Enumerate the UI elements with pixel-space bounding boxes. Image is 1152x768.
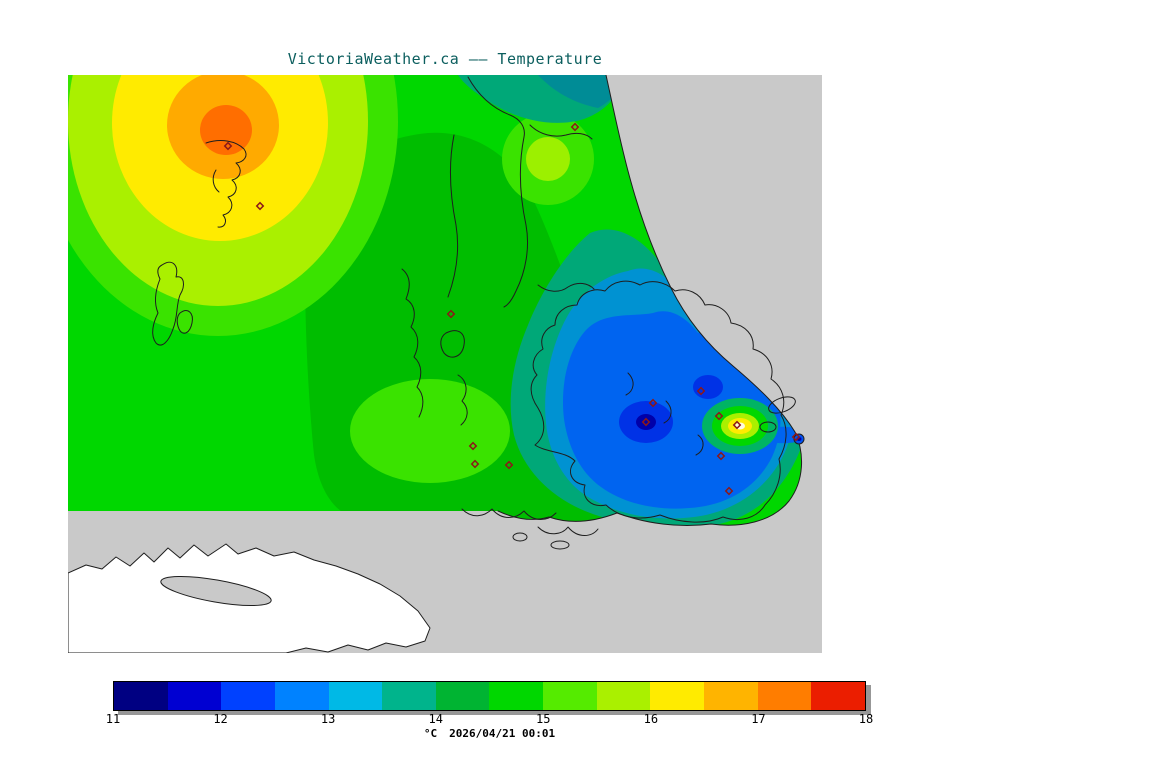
station-marker: [716, 451, 726, 461]
colorbar-segment: [274, 682, 329, 710]
station-marker: [223, 141, 233, 151]
colorbar-tick-label: 11: [105, 712, 121, 726]
temperature-map: [68, 75, 822, 653]
colorbar-tick-label: 18: [858, 712, 874, 726]
colorbar-segment: [811, 682, 865, 710]
station-marker: [446, 309, 456, 319]
station-marker: [641, 417, 651, 427]
colorbar-tick-label: 14: [428, 712, 443, 726]
colorbar-tick-label: 13: [320, 712, 336, 726]
lake: [160, 575, 272, 607]
nw-hotspot-core: [200, 105, 252, 155]
central-warm-oval: [350, 379, 510, 483]
station-marker: [468, 441, 478, 451]
map-title: VictoriaWeather.ca —— Temperature: [287, 50, 603, 68]
station-marker: [255, 201, 265, 211]
colorbar-tick-label: 17: [751, 712, 766, 726]
colorbar-segment: [543, 682, 597, 710]
colorbar-segment: [489, 682, 544, 710]
colorbar-ticks: 11 12 13 14 15 16 17 18: [106, 712, 873, 727]
station-marker: [570, 122, 580, 132]
colorbar-segment: [167, 682, 222, 710]
station-marker: [714, 411, 724, 421]
colorbar-segment: [382, 682, 436, 710]
colorbar-segment: [757, 682, 812, 710]
colorbar-segment: [114, 682, 168, 710]
colorbar-segment: [650, 682, 705, 710]
station-marker: [504, 460, 514, 470]
colorbar-segment: [221, 682, 275, 710]
station-marker: [791, 432, 801, 442]
units-label: °C: [423, 727, 438, 740]
coastlines: [152, 75, 805, 550]
map-canvas: [68, 75, 822, 653]
timestamp-label: 2026/04/21 00:01: [449, 727, 556, 740]
station-marker: [470, 459, 480, 469]
colorbar-segment: [596, 682, 651, 710]
colorbar-segment: [435, 682, 490, 710]
colorbar-tick-label: 16: [643, 712, 659, 726]
station-markers: [223, 122, 801, 496]
station-marker: [696, 386, 706, 396]
colorbar: [113, 681, 866, 711]
colorbar-segment: [704, 682, 758, 710]
no-data-land: [68, 543, 431, 653]
colorbar-tick-label: 15: [536, 712, 551, 726]
colorbar-segment: [328, 682, 383, 710]
cold-core: [636, 414, 656, 430]
station-marker: [732, 420, 742, 430]
station-marker: [724, 486, 734, 496]
station-marker: [648, 398, 658, 408]
cold-spot-2: [693, 375, 723, 399]
colorbar-tick-label: 12: [213, 712, 228, 726]
map-footer: °C 2026/04/21 00:01: [113, 727, 866, 740]
